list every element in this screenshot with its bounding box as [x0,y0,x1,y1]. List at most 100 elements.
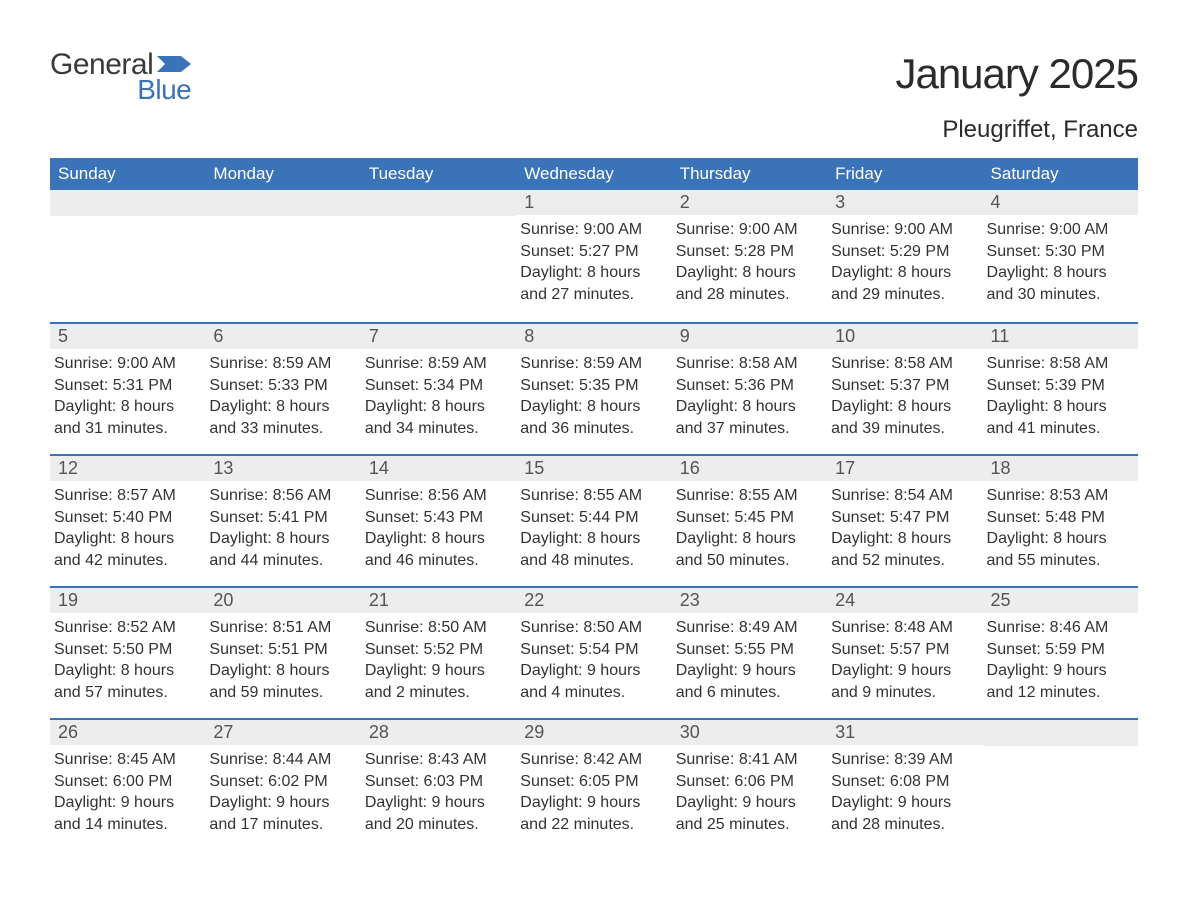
sunset-text: Sunset: 6:05 PM [520,771,665,793]
day-of-week-cell: Sunday [50,158,205,190]
title-block: January 2025 Pleugriffet, France [895,50,1138,144]
sunrise-text: Sunrise: 8:56 AM [365,485,510,507]
sunrise-text: Sunrise: 8:59 AM [520,353,665,375]
day-body: Sunrise: 9:00 AMSunset: 5:30 PMDaylight:… [983,215,1138,313]
daylight-text: Daylight: 8 hours and 59 minutes. [209,660,354,703]
calendar-day: 31Sunrise: 8:39 AMSunset: 6:08 PMDayligh… [827,720,982,850]
day-body: Sunrise: 8:46 AMSunset: 5:59 PMDaylight:… [983,613,1138,711]
sunset-text: Sunset: 5:29 PM [831,241,976,263]
day-number: 5 [50,324,205,349]
daylight-text: Daylight: 9 hours and 6 minutes. [676,660,821,703]
day-of-week-cell: Wednesday [516,158,671,190]
day-body: Sunrise: 8:50 AMSunset: 5:52 PMDaylight:… [361,613,516,711]
daylight-text: Daylight: 8 hours and 34 minutes. [365,396,510,439]
calendar-day: 9Sunrise: 8:58 AMSunset: 5:36 PMDaylight… [672,324,827,454]
sunset-text: Sunset: 5:30 PM [987,241,1132,263]
day-number: 23 [672,588,827,613]
day-body: Sunrise: 8:52 AMSunset: 5:50 PMDaylight:… [50,613,205,711]
logo: General Blue [50,50,191,104]
daylight-text: Daylight: 8 hours and 57 minutes. [54,660,199,703]
daylight-text: Daylight: 8 hours and 39 minutes. [831,396,976,439]
sunset-text: Sunset: 5:50 PM [54,639,199,661]
day-number: 22 [516,588,671,613]
calendar-day: 21Sunrise: 8:50 AMSunset: 5:52 PMDayligh… [361,588,516,718]
day-number: 16 [672,456,827,481]
daylight-text: Daylight: 8 hours and 46 minutes. [365,528,510,571]
sunset-text: Sunset: 5:41 PM [209,507,354,529]
daylight-text: Daylight: 8 hours and 27 minutes. [520,262,665,305]
sunrise-text: Sunrise: 9:00 AM [676,219,821,241]
daylight-text: Daylight: 8 hours and 30 minutes. [987,262,1132,305]
location-label: Pleugriffet, France [895,116,1138,144]
daylight-text: Daylight: 8 hours and 33 minutes. [209,396,354,439]
daylight-text: Daylight: 8 hours and 29 minutes. [831,262,976,305]
day-number: 14 [361,456,516,481]
sunset-text: Sunset: 6:00 PM [54,771,199,793]
daylight-text: Daylight: 8 hours and 31 minutes. [54,396,199,439]
day-body: Sunrise: 8:39 AMSunset: 6:08 PMDaylight:… [827,745,982,843]
sunrise-text: Sunrise: 9:00 AM [987,219,1132,241]
day-number: 13 [205,456,360,481]
calendar-day: 28Sunrise: 8:43 AMSunset: 6:03 PMDayligh… [361,720,516,850]
daylight-text: Daylight: 9 hours and 22 minutes. [520,792,665,835]
daylight-text: Daylight: 9 hours and 4 minutes. [520,660,665,703]
day-number: 17 [827,456,982,481]
logo-text-blue: Blue [118,76,191,104]
day-number: 1 [516,190,671,215]
day-body: Sunrise: 8:43 AMSunset: 6:03 PMDaylight:… [361,745,516,843]
sunset-text: Sunset: 6:06 PM [676,771,821,793]
day-number: 28 [361,720,516,745]
day-number [983,720,1138,746]
day-of-week-header: SundayMondayTuesdayWednesdayThursdayFrid… [50,158,1138,190]
day-number: 6 [205,324,360,349]
day-number [50,190,205,216]
sunset-text: Sunset: 5:51 PM [209,639,354,661]
sunset-text: Sunset: 6:08 PM [831,771,976,793]
day-body: Sunrise: 8:55 AMSunset: 5:44 PMDaylight:… [516,481,671,579]
calendar-day: 27Sunrise: 8:44 AMSunset: 6:02 PMDayligh… [205,720,360,850]
day-body: Sunrise: 8:54 AMSunset: 5:47 PMDaylight:… [827,481,982,579]
sunrise-text: Sunrise: 9:00 AM [831,219,976,241]
day-number: 12 [50,456,205,481]
sunset-text: Sunset: 6:03 PM [365,771,510,793]
calendar-day: 24Sunrise: 8:48 AMSunset: 5:57 PMDayligh… [827,588,982,718]
daylight-text: Daylight: 8 hours and 28 minutes. [676,262,821,305]
sunset-text: Sunset: 5:48 PM [987,507,1132,529]
day-body: Sunrise: 8:59 AMSunset: 5:35 PMDaylight:… [516,349,671,447]
sunset-text: Sunset: 5:37 PM [831,375,976,397]
day-body: Sunrise: 9:00 AMSunset: 5:28 PMDaylight:… [672,215,827,313]
header: General Blue January 2025 Pleugriffet, F… [50,50,1138,144]
calendar-day [50,190,205,322]
calendar-day: 6Sunrise: 8:59 AMSunset: 5:33 PMDaylight… [205,324,360,454]
sunrise-text: Sunrise: 8:49 AM [676,617,821,639]
calendar-day: 5Sunrise: 9:00 AMSunset: 5:31 PMDaylight… [50,324,205,454]
calendar-day: 10Sunrise: 8:58 AMSunset: 5:37 PMDayligh… [827,324,982,454]
calendar-week: 19Sunrise: 8:52 AMSunset: 5:50 PMDayligh… [50,586,1138,718]
sunset-text: Sunset: 5:45 PM [676,507,821,529]
sunrise-text: Sunrise: 8:54 AM [831,485,976,507]
day-body: Sunrise: 8:57 AMSunset: 5:40 PMDaylight:… [50,481,205,579]
day-body: Sunrise: 8:41 AMSunset: 6:06 PMDaylight:… [672,745,827,843]
calendar-week: 5Sunrise: 9:00 AMSunset: 5:31 PMDaylight… [50,322,1138,454]
sunrise-text: Sunrise: 8:48 AM [831,617,976,639]
day-number: 30 [672,720,827,745]
daylight-text: Daylight: 9 hours and 9 minutes. [831,660,976,703]
day-of-week-cell: Saturday [983,158,1138,190]
day-number: 18 [983,456,1138,481]
day-number: 2 [672,190,827,215]
daylight-text: Daylight: 8 hours and 42 minutes. [54,528,199,571]
calendar-day: 29Sunrise: 8:42 AMSunset: 6:05 PMDayligh… [516,720,671,850]
calendar-day: 15Sunrise: 8:55 AMSunset: 5:44 PMDayligh… [516,456,671,586]
day-number: 25 [983,588,1138,613]
daylight-text: Daylight: 8 hours and 41 minutes. [987,396,1132,439]
day-body: Sunrise: 8:56 AMSunset: 5:43 PMDaylight:… [361,481,516,579]
calendar-day: 3Sunrise: 9:00 AMSunset: 5:29 PMDaylight… [827,190,982,322]
sunset-text: Sunset: 5:31 PM [54,375,199,397]
day-number [205,190,360,216]
day-of-week-cell: Monday [205,158,360,190]
day-body: Sunrise: 8:55 AMSunset: 5:45 PMDaylight:… [672,481,827,579]
sunset-text: Sunset: 5:35 PM [520,375,665,397]
day-number: 9 [672,324,827,349]
sunset-text: Sunset: 5:44 PM [520,507,665,529]
day-body: Sunrise: 8:50 AMSunset: 5:54 PMDaylight:… [516,613,671,711]
